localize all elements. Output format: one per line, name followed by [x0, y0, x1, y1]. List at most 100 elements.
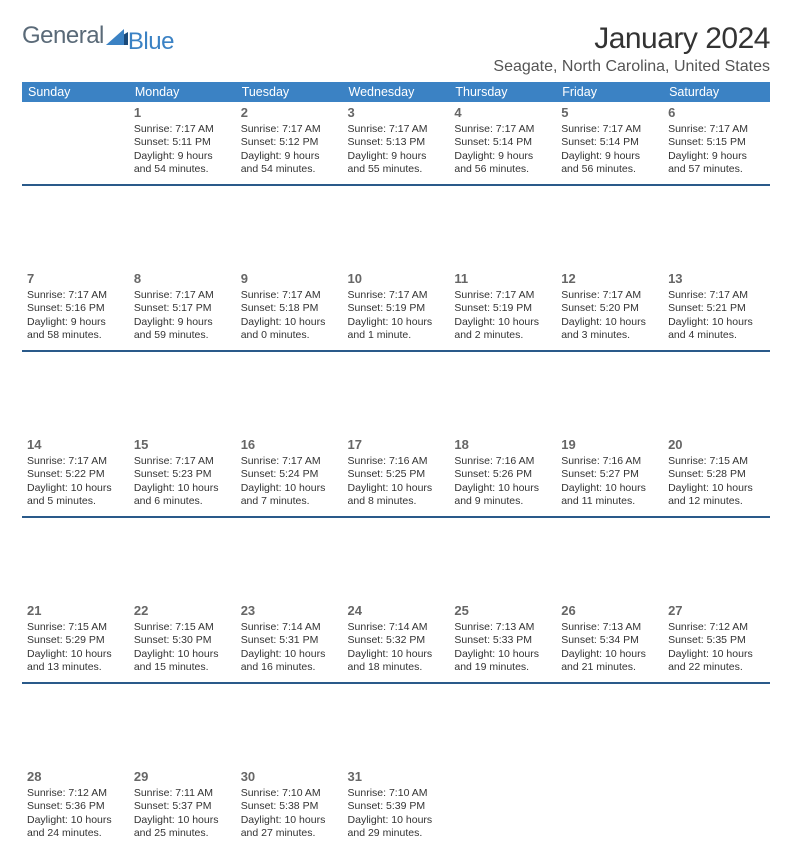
calendar-body: 1Sunrise: 7:17 AMSunset: 5:11 PMDaylight…: [22, 102, 770, 849]
daylight-text: Daylight: 10 hours and 8 minutes.: [348, 482, 445, 509]
day-number: 28: [27, 769, 124, 786]
sunrise-text: Sunrise: 7:17 AM: [241, 455, 338, 468]
day-number: 25: [454, 603, 551, 620]
sunrise-text: Sunrise: 7:17 AM: [668, 123, 765, 136]
location-subtitle: Seagate, North Carolina, United States: [493, 58, 770, 76]
day-cell: 18Sunrise: 7:16 AMSunset: 5:26 PMDayligh…: [449, 434, 556, 517]
daylight-text: Daylight: 10 hours and 18 minutes.: [348, 648, 445, 675]
daylight-text: Daylight: 10 hours and 13 minutes.: [27, 648, 124, 675]
day-cell: 12Sunrise: 7:17 AMSunset: 5:20 PMDayligh…: [556, 268, 663, 351]
sunset-text: Sunset: 5:39 PM: [348, 800, 445, 813]
sunrise-text: Sunrise: 7:17 AM: [241, 289, 338, 302]
sunset-text: Sunset: 5:14 PM: [561, 136, 658, 149]
sunrise-text: Sunrise: 7:17 AM: [561, 123, 658, 136]
title-block: January 2024 Seagate, North Carolina, Un…: [493, 22, 770, 76]
day-number: 12: [561, 271, 658, 288]
day-number: 11: [454, 271, 551, 288]
weekday-header: Saturday: [663, 82, 770, 102]
day-cell: 7Sunrise: 7:17 AMSunset: 5:16 PMDaylight…: [22, 268, 129, 351]
day-number: 24: [348, 603, 445, 620]
day-number: 13: [668, 271, 765, 288]
daylight-text: Daylight: 10 hours and 29 minutes.: [348, 814, 445, 841]
day-number: 22: [134, 603, 231, 620]
day-number: 6: [668, 105, 765, 122]
sunset-text: Sunset: 5:38 PM: [241, 800, 338, 813]
week-separator: [22, 683, 770, 766]
sunrise-text: Sunrise: 7:13 AM: [454, 621, 551, 634]
sunrise-text: Sunrise: 7:17 AM: [27, 455, 124, 468]
daylight-text: Daylight: 9 hours and 54 minutes.: [241, 150, 338, 177]
sunset-text: Sunset: 5:36 PM: [27, 800, 124, 813]
day-number: 7: [27, 271, 124, 288]
day-cell: 3Sunrise: 7:17 AMSunset: 5:13 PMDaylight…: [343, 102, 450, 185]
daylight-text: Daylight: 10 hours and 15 minutes.: [134, 648, 231, 675]
sunrise-text: Sunrise: 7:17 AM: [454, 123, 551, 136]
daylight-text: Daylight: 10 hours and 2 minutes.: [454, 316, 551, 343]
day-cell: 6Sunrise: 7:17 AMSunset: 5:15 PMDaylight…: [663, 102, 770, 185]
sunrise-text: Sunrise: 7:17 AM: [27, 289, 124, 302]
sunrise-text: Sunrise: 7:17 AM: [561, 289, 658, 302]
sunset-text: Sunset: 5:21 PM: [668, 302, 765, 315]
daylight-text: Daylight: 10 hours and 12 minutes.: [668, 482, 765, 509]
day-cell: 20Sunrise: 7:15 AMSunset: 5:28 PMDayligh…: [663, 434, 770, 517]
day-number: 20: [668, 437, 765, 454]
day-cell: [22, 102, 129, 185]
day-cell: 10Sunrise: 7:17 AMSunset: 5:19 PMDayligh…: [343, 268, 450, 351]
day-cell: 5Sunrise: 7:17 AMSunset: 5:14 PMDaylight…: [556, 102, 663, 185]
week-row: 1Sunrise: 7:17 AMSunset: 5:11 PMDaylight…: [22, 102, 770, 185]
day-cell: 13Sunrise: 7:17 AMSunset: 5:21 PMDayligh…: [663, 268, 770, 351]
sunrise-text: Sunrise: 7:17 AM: [134, 455, 231, 468]
daylight-text: Daylight: 10 hours and 22 minutes.: [668, 648, 765, 675]
sunrise-text: Sunrise: 7:15 AM: [668, 455, 765, 468]
weekday-header: Tuesday: [236, 82, 343, 102]
sunset-text: Sunset: 5:11 PM: [134, 136, 231, 149]
sunset-text: Sunset: 5:20 PM: [561, 302, 658, 315]
daylight-text: Daylight: 10 hours and 9 minutes.: [454, 482, 551, 509]
sunrise-text: Sunrise: 7:17 AM: [241, 123, 338, 136]
week-row: 7Sunrise: 7:17 AMSunset: 5:16 PMDaylight…: [22, 268, 770, 351]
sunset-text: Sunset: 5:29 PM: [27, 634, 124, 647]
daylight-text: Daylight: 9 hours and 58 minutes.: [27, 316, 124, 343]
calendar-page: General Blue January 2024 Seagate, North…: [0, 0, 792, 859]
sunrise-text: Sunrise: 7:10 AM: [348, 787, 445, 800]
day-number: 9: [241, 271, 338, 288]
daylight-text: Daylight: 10 hours and 19 minutes.: [454, 648, 551, 675]
sunset-text: Sunset: 5:30 PM: [134, 634, 231, 647]
day-cell: 31Sunrise: 7:10 AMSunset: 5:39 PMDayligh…: [343, 766, 450, 849]
month-title: January 2024: [493, 22, 770, 56]
sunset-text: Sunset: 5:16 PM: [27, 302, 124, 315]
sunrise-text: Sunrise: 7:17 AM: [134, 123, 231, 136]
day-cell: 24Sunrise: 7:14 AMSunset: 5:32 PMDayligh…: [343, 600, 450, 683]
day-number: 29: [134, 769, 231, 786]
daylight-text: Daylight: 10 hours and 3 minutes.: [561, 316, 658, 343]
day-number: 18: [454, 437, 551, 454]
day-number: 17: [348, 437, 445, 454]
sunset-text: Sunset: 5:18 PM: [241, 302, 338, 315]
week-separator: [22, 185, 770, 268]
day-number: 21: [27, 603, 124, 620]
day-cell: 14Sunrise: 7:17 AMSunset: 5:22 PMDayligh…: [22, 434, 129, 517]
sunset-text: Sunset: 5:13 PM: [348, 136, 445, 149]
weekday-header: Wednesday: [343, 82, 450, 102]
week-separator: [22, 517, 770, 600]
daylight-text: Daylight: 9 hours and 54 minutes.: [134, 150, 231, 177]
weekday-header: Friday: [556, 82, 663, 102]
sunrise-text: Sunrise: 7:15 AM: [134, 621, 231, 634]
day-cell: 4Sunrise: 7:17 AMSunset: 5:14 PMDaylight…: [449, 102, 556, 185]
sunset-text: Sunset: 5:27 PM: [561, 468, 658, 481]
calendar-table: Sunday Monday Tuesday Wednesday Thursday…: [22, 82, 770, 849]
day-number: 31: [348, 769, 445, 786]
day-number: 23: [241, 603, 338, 620]
sunrise-text: Sunrise: 7:12 AM: [668, 621, 765, 634]
day-number: 14: [27, 437, 124, 454]
sunrise-text: Sunrise: 7:17 AM: [454, 289, 551, 302]
sunset-text: Sunset: 5:28 PM: [668, 468, 765, 481]
weekday-header: Sunday: [22, 82, 129, 102]
week-row: 28Sunrise: 7:12 AMSunset: 5:36 PM Dayligh…: [22, 766, 770, 849]
sunrise-text: Sunrise: 7:12 AM: [27, 787, 124, 800]
sunset-text: Sunset: 5:34 PM: [561, 634, 658, 647]
sunrise-text: Sunrise: 7:16 AM: [348, 455, 445, 468]
day-number: 27: [668, 603, 765, 620]
daylight-text: Daylight: 9 hours and 57 minutes.: [668, 150, 765, 177]
day-number: 30: [241, 769, 338, 786]
